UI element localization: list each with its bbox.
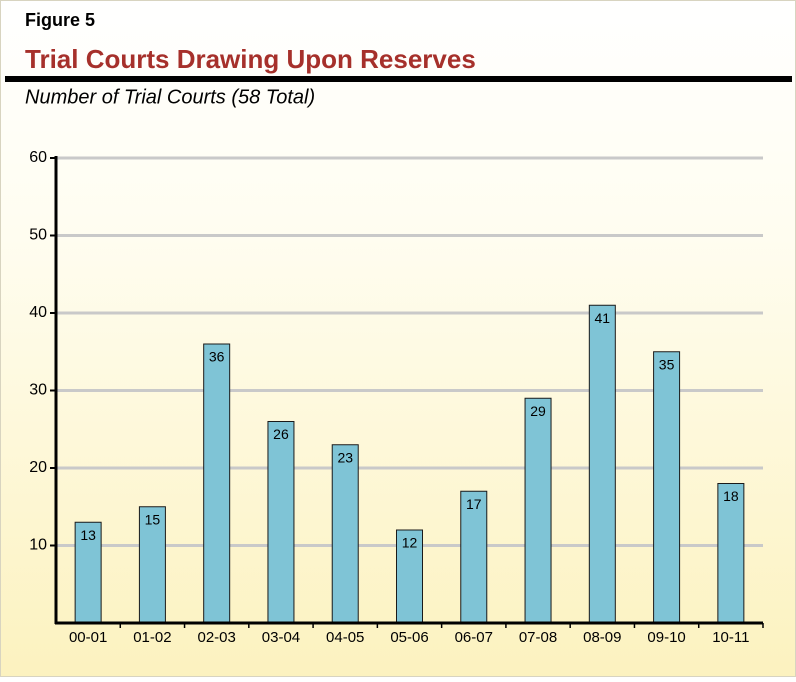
bar [653, 351, 681, 624]
y-tick-label: 10 [29, 537, 47, 554]
y-tick-label: 40 [29, 304, 47, 321]
figure-label: Figure 5 [25, 10, 95, 30]
value-label: 35 [659, 356, 675, 372]
bar [331, 444, 359, 624]
value-label: 26 [273, 426, 289, 442]
value-label: 12 [402, 535, 418, 551]
value-label: 29 [530, 403, 546, 419]
x-tick-label: 04-05 [326, 629, 364, 646]
x-tick-label: 06-07 [455, 629, 493, 646]
x-tick-label: 02-03 [197, 629, 235, 646]
x-tick-label: 00-01 [69, 629, 107, 646]
x-tick-label: 08-09 [583, 629, 621, 646]
chart-subtitle: Number of Trial Courts (58 Total) [25, 86, 315, 108]
value-label: 13 [80, 527, 96, 543]
value-label: 36 [209, 349, 225, 365]
bar [74, 521, 102, 624]
x-tick-label: 01-02 [133, 629, 171, 646]
x-tick-label: 09-10 [647, 629, 685, 646]
bar [203, 343, 231, 624]
x-tick-label: 05-06 [390, 629, 428, 646]
value-label: 41 [595, 310, 611, 326]
bar [588, 304, 616, 624]
bar [524, 397, 552, 624]
value-label: 18 [723, 488, 739, 504]
x-tick-label: 07-08 [519, 629, 557, 646]
y-tick-label: 50 [29, 227, 47, 244]
chart-title: Trial Courts Drawing Upon Reserves [25, 44, 476, 74]
value-label: 17 [466, 496, 482, 512]
x-tick-label: 10-11 [712, 629, 749, 646]
y-tick-label: 20 [29, 459, 47, 476]
y-tick-label: 30 [29, 382, 47, 399]
y-tick-label: 60 [29, 149, 47, 166]
bar [267, 421, 295, 624]
value-label: 23 [337, 449, 353, 465]
bar [717, 483, 745, 624]
bar [396, 529, 423, 624]
x-tick-label: 03-04 [262, 629, 300, 646]
value-label: 15 [145, 511, 161, 527]
title-rule [5, 76, 792, 82]
